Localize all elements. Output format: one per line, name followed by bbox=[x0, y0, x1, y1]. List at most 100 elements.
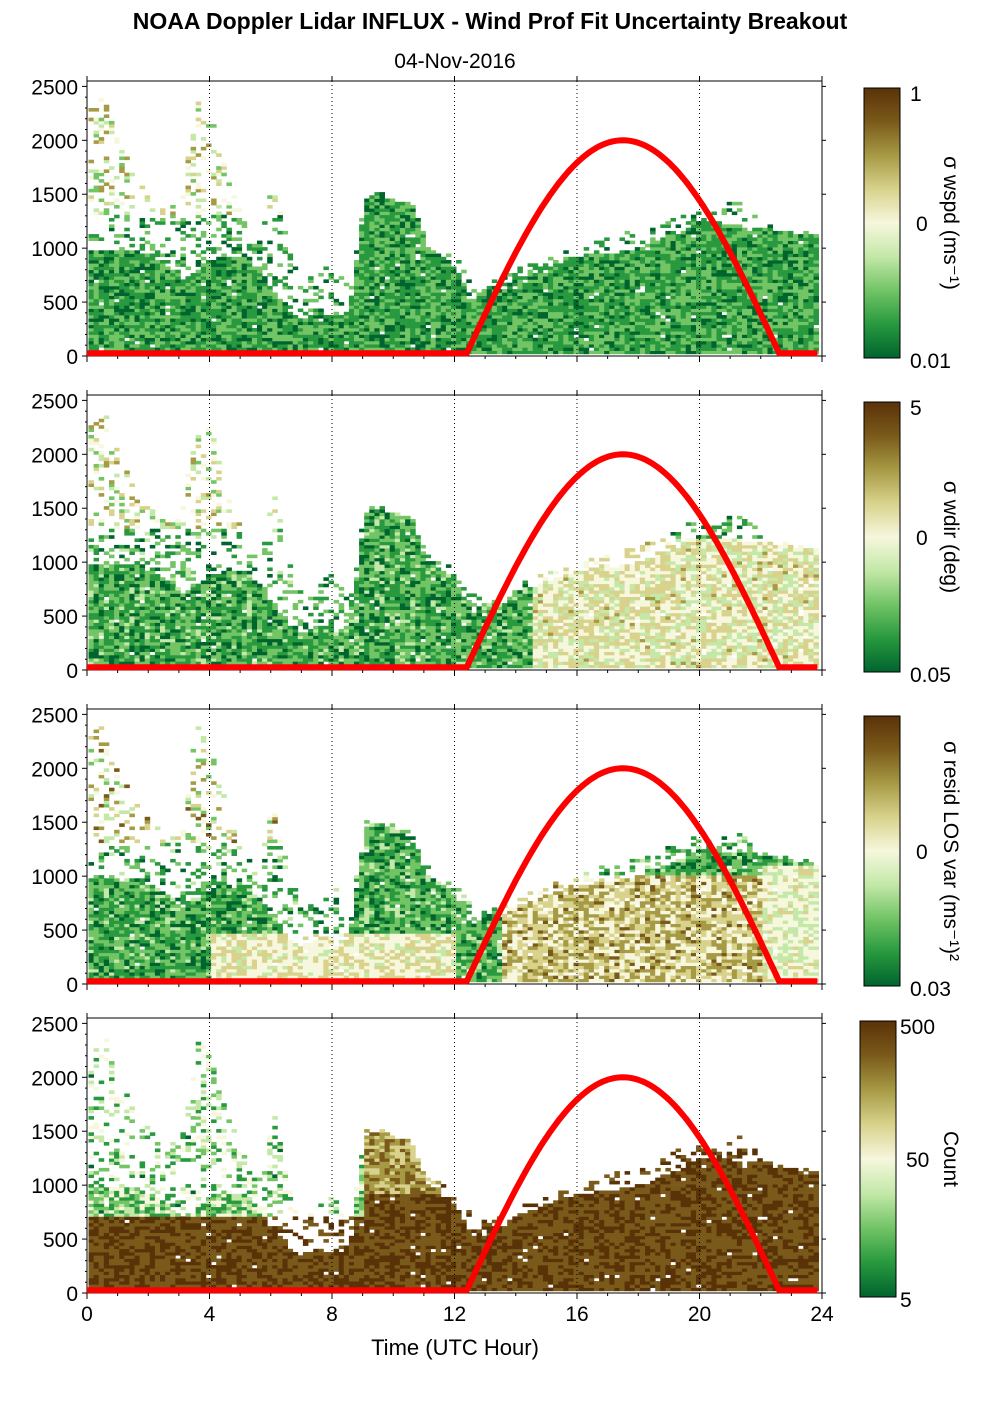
heatmap-cell bbox=[185, 156, 191, 161]
heatmap-cell bbox=[634, 266, 641, 271]
heatmap-cell bbox=[328, 324, 334, 329]
heatmap-cell bbox=[221, 269, 227, 274]
heatmap-cell bbox=[211, 234, 217, 238]
heatmap-cell bbox=[787, 318, 794, 322]
heatmap-cell bbox=[726, 273, 733, 277]
heatmap-cell bbox=[348, 324, 355, 329]
heatmap-cell bbox=[726, 279, 733, 283]
heatmap-cell bbox=[476, 337, 482, 342]
heatmap-cell bbox=[537, 269, 544, 274]
heatmap-cell bbox=[793, 302, 799, 306]
heatmap-cell bbox=[343, 344, 350, 348]
heatmap-cell bbox=[206, 305, 212, 309]
heatmap-cell bbox=[522, 334, 528, 338]
heatmap-cell bbox=[282, 347, 288, 351]
heatmap-cell bbox=[384, 211, 391, 216]
heatmap-cell bbox=[685, 269, 692, 274]
heatmap-cell bbox=[160, 302, 166, 306]
heatmap-cell bbox=[103, 609, 110, 614]
heatmap-cell bbox=[272, 308, 278, 313]
heatmap-cell bbox=[736, 318, 743, 322]
heatmap-cell bbox=[165, 340, 171, 345]
heatmap-cell bbox=[359, 266, 365, 271]
heatmap-cell bbox=[154, 273, 161, 277]
heatmap-cell bbox=[129, 266, 135, 271]
heatmap-cell bbox=[364, 344, 370, 348]
heatmap-cell bbox=[604, 308, 610, 313]
heatmap-cell bbox=[757, 253, 763, 258]
heatmap-cell bbox=[583, 276, 590, 280]
heatmap-cell bbox=[185, 221, 191, 225]
heatmap-cell bbox=[670, 256, 676, 261]
heatmap-cell bbox=[154, 311, 161, 316]
heatmap-cell bbox=[394, 292, 401, 296]
heatmap-cell bbox=[149, 298, 156, 303]
heatmap-cell bbox=[517, 331, 523, 335]
heatmap-cell bbox=[440, 344, 447, 348]
heatmap-cell bbox=[114, 263, 120, 267]
heatmap-cell bbox=[139, 344, 146, 348]
heatmap-cell bbox=[803, 295, 809, 300]
heatmap-cell bbox=[282, 230, 288, 235]
heatmap-cell bbox=[420, 269, 426, 274]
heatmap-cell bbox=[160, 292, 166, 296]
heatmap-cell bbox=[583, 260, 590, 264]
heatmap-cell bbox=[160, 279, 166, 283]
heatmap-cell bbox=[364, 237, 370, 241]
heatmap-cell bbox=[420, 311, 426, 316]
heatmap-cell bbox=[415, 224, 421, 228]
heatmap-cell bbox=[241, 344, 248, 348]
heatmap-cell bbox=[98, 324, 105, 329]
heatmap-cell bbox=[430, 282, 437, 287]
heatmap-cell bbox=[619, 350, 625, 355]
heatmap-cell bbox=[216, 302, 222, 306]
heatmap-cell bbox=[425, 269, 431, 274]
heatmap-cell bbox=[134, 311, 140, 316]
heatmap-cell bbox=[374, 195, 380, 199]
heatmap-cell bbox=[747, 247, 753, 251]
heatmap-cell bbox=[139, 308, 146, 313]
heatmap-cell bbox=[593, 240, 600, 245]
heatmap-cell bbox=[716, 240, 722, 245]
heatmap-cell bbox=[548, 256, 554, 261]
heatmap-cell bbox=[803, 305, 809, 309]
heatmap-cell bbox=[226, 237, 232, 241]
heatmap-cell bbox=[542, 340, 549, 345]
heatmap-cell bbox=[767, 315, 773, 319]
heatmap-cell bbox=[665, 285, 671, 290]
heatmap-cell bbox=[726, 308, 733, 313]
heatmap-cell bbox=[348, 328, 355, 332]
heatmap-cell bbox=[415, 302, 421, 306]
heatmap-cell bbox=[747, 337, 753, 342]
heatmap-cell bbox=[410, 318, 416, 322]
heatmap-cell bbox=[604, 302, 610, 306]
heatmap-cell bbox=[542, 328, 549, 332]
heatmap-cell bbox=[665, 224, 671, 228]
heatmap-cell bbox=[318, 328, 324, 332]
heatmap-cell bbox=[532, 350, 539, 355]
heatmap-cell bbox=[558, 324, 564, 329]
heatmap-cell bbox=[696, 237, 702, 241]
heatmap-cell bbox=[762, 302, 768, 306]
heatmap-cell bbox=[103, 651, 110, 656]
heatmap-cell bbox=[808, 344, 814, 348]
heatmap-cell bbox=[650, 266, 656, 271]
heatmap-cell bbox=[721, 308, 728, 313]
heatmap-cell bbox=[308, 331, 314, 335]
heatmap-cell bbox=[762, 311, 768, 316]
heatmap-cell bbox=[420, 344, 426, 348]
heatmap-cell bbox=[747, 347, 753, 351]
heatmap-cell bbox=[736, 298, 743, 303]
heatmap-cell bbox=[461, 302, 467, 306]
heatmap-cell bbox=[277, 218, 283, 222]
heatmap-cell bbox=[221, 276, 227, 280]
heatmap-cell bbox=[124, 305, 130, 309]
heatmap-cell bbox=[706, 328, 712, 332]
heatmap-cell bbox=[410, 218, 416, 222]
heatmap-cell bbox=[609, 263, 615, 267]
heatmap-cell bbox=[267, 302, 273, 306]
heatmap-cell bbox=[420, 230, 426, 235]
heatmap-cell bbox=[726, 263, 733, 267]
heatmap-cell bbox=[701, 234, 707, 238]
heatmap-cell bbox=[379, 347, 385, 351]
